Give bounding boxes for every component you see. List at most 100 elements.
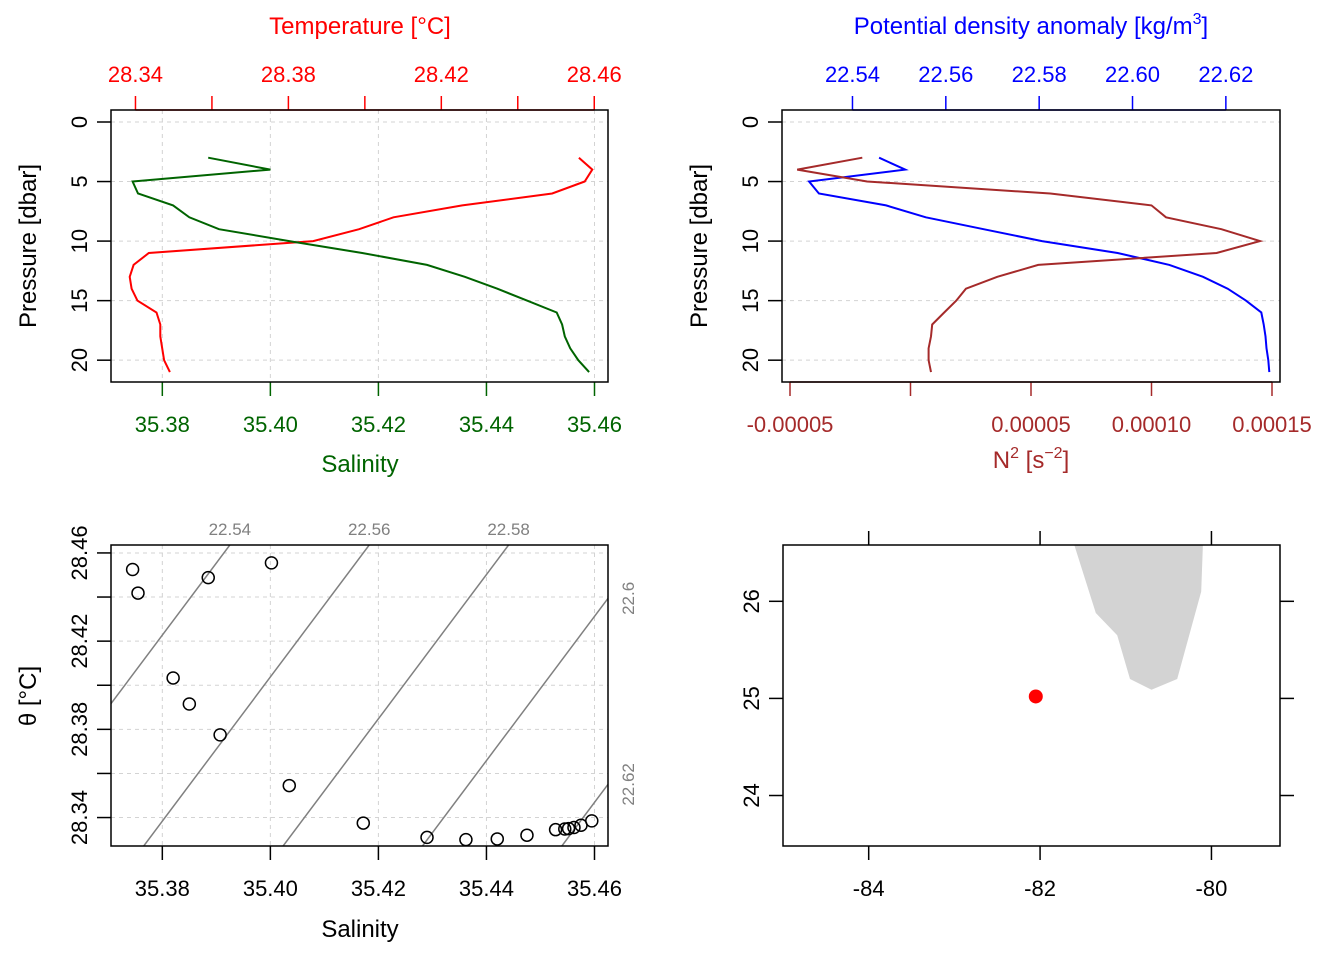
- p4-y-tick-label-1: 25: [739, 686, 764, 710]
- p3-isopycnal-label-1: 22.56: [348, 520, 391, 539]
- p3-isopycnal-label-4: 22.62: [619, 763, 638, 806]
- p3-point-9: [420, 830, 434, 845]
- p2-y-tick-label-2: 10: [738, 229, 763, 253]
- p4-y-tick-label-0: 24: [739, 783, 764, 807]
- p1-top-axis-title: Temperature [°C]: [269, 13, 451, 40]
- p2-top-axis-title-main: Potential density anomaly [kg/m: [854, 13, 1193, 40]
- p2-axes: 22.54 22.56 22.58 22.60 22.62 -0.00005 0.00005…: [738, 62, 1312, 437]
- p4-plot-frame: [782, 544, 1281, 847]
- p3-y-tick-label-6: 28.46: [67, 525, 92, 580]
- p3-y-axis-title: θ [°C]: [15, 666, 42, 726]
- p2-series: [797, 156, 1271, 373]
- p2-y-axis-title: Pressure [dbar]: [686, 164, 713, 328]
- p3-isopycnal-line-2: [282, 545, 510, 846]
- p1-series: [128, 156, 594, 373]
- p3-points: [125, 556, 599, 847]
- p1-y-tick-label-2: 10: [67, 229, 92, 253]
- p3-y-tick-label-4: 28.42: [67, 614, 92, 669]
- panel-ts-diagram: 22.54 22.56 22.58 22.6 22.62 35.38 35.40 35.42…: [15, 520, 638, 943]
- p2-y-tick-label-0: 0: [738, 116, 763, 128]
- p3-x-axis-title: Salinity: [321, 916, 398, 943]
- p3-point-13: [548, 822, 563, 837]
- p1-temp-tick-label-1: 28.38: [261, 62, 316, 87]
- p2-dens-tick-label-3: 22.60: [1105, 62, 1160, 87]
- p3-x-tick-label-0: 35.38: [135, 876, 190, 901]
- p4-station-marker: [1028, 689, 1043, 704]
- p1-sal-tick-label-1: 35.40: [243, 412, 298, 437]
- p2-n2-tick-label-4: 0.00015: [1232, 412, 1312, 437]
- p3-point-7: [282, 778, 297, 793]
- p2-bottom-axis-title-end: ]: [1063, 447, 1070, 474]
- p4-land-polygon: [1074, 545, 1203, 690]
- p2-bottom-axis-title: N2 [s−2]: [993, 445, 1070, 474]
- p2-y-tick-label-3: 15: [738, 288, 763, 312]
- p2-top-axis-title: Potential density anomaly [kg/m3]: [854, 11, 1208, 40]
- p2-bottom-axis-title-sup: 2: [1010, 445, 1019, 462]
- p3-point-12: [520, 828, 534, 842]
- p1-axes: 28.34 28.38 28.42 28.46 35.38 35.40 35.42 35.44…: [67, 62, 622, 437]
- p3-plot-frame: [110, 544, 609, 847]
- p3-x-tick-label-1: 35.40: [243, 876, 298, 901]
- p2-top-axis-title-end: ]: [1202, 13, 1209, 40]
- p2-bottom-axis-title-mid: [s: [1019, 447, 1044, 474]
- p4-y-tick-label-2: 26: [739, 589, 764, 613]
- p1-temp-tick-label-0: 28.34: [108, 62, 163, 87]
- p1-y-tick-label-3: 15: [67, 288, 92, 312]
- p4-x-tick-label-2: -80: [1196, 876, 1228, 901]
- p2-dens-tick-label-1: 22.56: [918, 62, 973, 87]
- p3-isopycnal-label-0: 22.54: [209, 520, 252, 539]
- p3-y-tick-label-2: 28.38: [67, 702, 92, 757]
- p3-x-tick-label-3: 35.44: [459, 876, 514, 901]
- p1-temperature-line: [128, 156, 594, 373]
- p3-x-tick-label-4: 35.46: [567, 876, 622, 901]
- p3-point-1: [264, 556, 279, 570]
- p2-bottom-axis-title-n: N: [993, 447, 1010, 474]
- p2-n2-tick-label-0: -0.00005: [747, 412, 834, 437]
- p3-point-4: [166, 671, 180, 685]
- p3-point-16: [567, 820, 581, 835]
- p1-sal-tick-label-3: 35.44: [459, 412, 514, 437]
- p3-isopycnal-line-1: [143, 545, 370, 846]
- p3-grid: [111, 545, 608, 846]
- p3-point-2: [125, 562, 140, 577]
- p2-bottom-axis-title-sup2: −2: [1044, 445, 1062, 462]
- p3-point-8: [356, 816, 371, 830]
- p1-grid: [111, 110, 608, 382]
- p3-isopycnal-label-2: 22.58: [487, 520, 530, 539]
- p4-x-tick-label-1: -82: [1024, 876, 1056, 901]
- p1-y-tick-label-4: 20: [67, 348, 92, 372]
- p1-y-axis-title: Pressure [dbar]: [15, 164, 42, 328]
- p2-n2-tick-label-3: 0.00010: [1112, 412, 1192, 437]
- p1-sal-tick-label-4: 35.46: [567, 412, 622, 437]
- p4-land: [1074, 545, 1203, 690]
- p1-plot-frame: [110, 109, 609, 383]
- p3-point-5: [182, 697, 197, 711]
- p2-dens-tick-label-0: 22.54: [825, 62, 880, 87]
- p2-plot-frame: [781, 109, 1281, 383]
- p3-point-18: [585, 814, 599, 828]
- p2-density-line: [807, 156, 1271, 373]
- p3-isopycnal-labels: 22.54 22.56 22.58 22.6 22.62: [209, 520, 638, 806]
- p1-sal-tick-label-2: 35.42: [351, 412, 406, 437]
- p2-y-tick-label-4: 20: [738, 348, 763, 372]
- p1-temp-tick-label-3: 28.46: [567, 62, 622, 87]
- panel-station-map: -84 -82 -80 24 25 26: [739, 531, 1294, 901]
- p3-isopycnals: [111, 545, 608, 846]
- p3-x-tick-label-2: 35.42: [351, 876, 406, 901]
- p4-x-tick-label-0: -84: [853, 876, 885, 901]
- p3-point-0: [201, 570, 215, 585]
- p2-dens-tick-label-2: 22.58: [1012, 62, 1067, 87]
- p2-dens-tick-label-4: 22.62: [1198, 62, 1253, 87]
- p2-n2-tick-label-2: 0.00005: [991, 412, 1071, 437]
- p3-axes: 35.38 35.40 35.42 35.44 35.46 28.34 28.38 28.42…: [67, 525, 622, 901]
- p3-point-3: [131, 586, 145, 600]
- panel-ts-profile: 28.34 28.38 28.42 28.46 35.38 35.40 35.42 35.44…: [15, 13, 622, 478]
- p1-salinity-line: [131, 156, 590, 373]
- p3-point-10: [459, 832, 473, 847]
- p3-point-15: [561, 821, 576, 836]
- p3-isopycnal-line-0: [111, 545, 231, 705]
- p1-y-tick-label-1: 5: [67, 175, 92, 187]
- p3-point-6: [213, 728, 227, 742]
- p2-n2-line: [797, 156, 1264, 373]
